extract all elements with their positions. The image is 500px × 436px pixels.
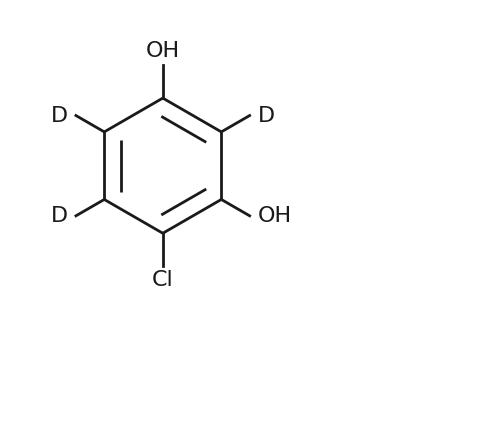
Text: Cl: Cl: [152, 270, 174, 290]
Text: OH: OH: [146, 41, 180, 61]
Text: D: D: [51, 206, 68, 226]
Text: OH: OH: [258, 206, 292, 226]
Text: D: D: [51, 106, 68, 126]
Text: D: D: [258, 106, 274, 126]
